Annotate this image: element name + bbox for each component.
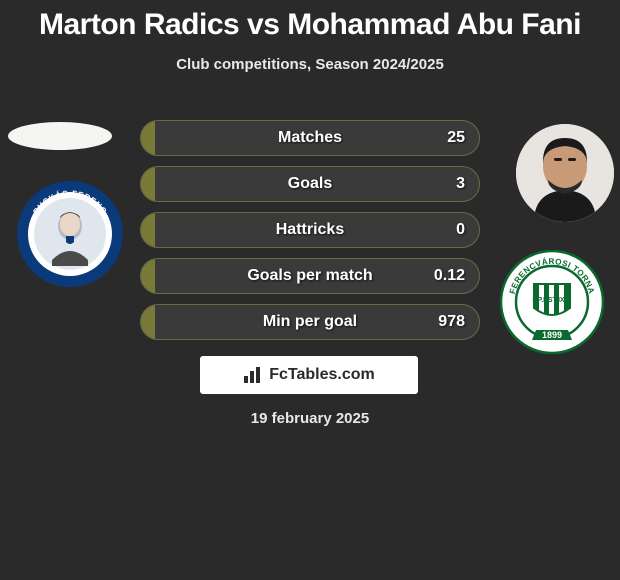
fctables-badge[interactable]: FcTables.com [200,356,418,394]
club-right-badge: FERENCVÁROSI TORNA BP.EST.IX.K 1899 [500,250,604,354]
player-right-avatar [516,124,614,222]
player-left-avatar-placeholder [8,122,112,150]
stat-value-right: 3 [456,167,465,201]
fctables-label: FcTables.com [269,366,375,384]
club-right-text-side: BP.EST.IX.K [532,297,571,304]
stat-label: Goals [141,167,479,201]
stat-value-right: 25 [447,121,465,155]
stat-row: Goals3 [140,166,480,202]
comparison-date: 19 february 2025 [0,410,620,427]
stats-container: Matches25 Goals3 Hattricks0 Goals per match… [140,120,480,350]
stat-row: Min per goal978 [140,304,480,340]
stat-label: Hattricks [141,213,479,247]
stat-value-right: 0.12 [434,259,465,293]
stat-row: Goals per match0.12 [140,258,480,294]
club-right-year: 1899 [542,330,562,340]
stat-label: Min per goal [141,305,479,339]
stat-value-right: 0 [456,213,465,247]
comparison-title: Marton Radics vs Mohammad Abu Fani [0,0,620,42]
bars-icon [243,366,263,384]
stat-label: Goals per match [141,259,479,293]
stat-row: Matches25 [140,120,480,156]
stat-row: Hattricks0 [140,212,480,248]
stat-label: Matches [141,121,479,155]
club-left-badge: PUSKÁS FERENC LABDARÚGÓ AKADÉMIA [16,180,124,288]
stat-value-right: 978 [438,305,465,339]
comparison-subtitle: Club competitions, Season 2024/2025 [0,56,620,73]
